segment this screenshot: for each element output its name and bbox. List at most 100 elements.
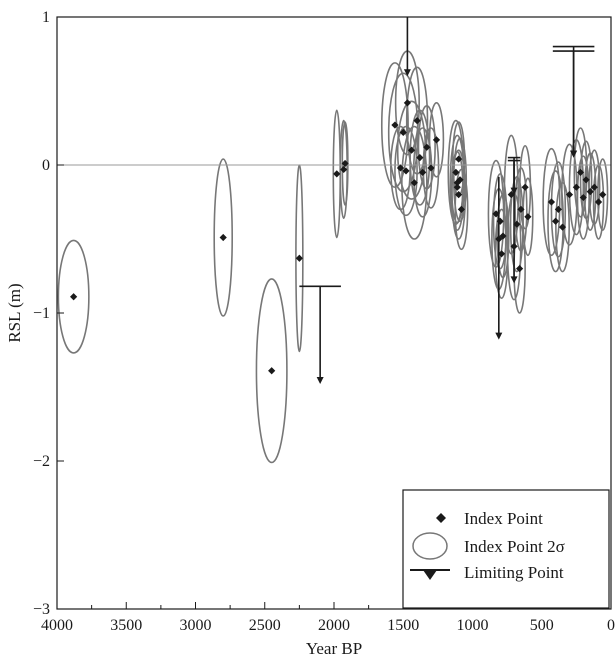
x-tick-label: 3000 [180, 617, 212, 634]
index-point-marker [594, 198, 603, 206]
index-point-marker [456, 176, 464, 184]
index-point-marker [558, 223, 567, 231]
index-point-marker [403, 99, 412, 107]
index-point-marker [586, 188, 594, 196]
index-point-marker [576, 168, 585, 176]
index-point-2sigma-ellipse [422, 127, 440, 209]
limiting-points [299, 17, 595, 385]
x-tick-label: 1500 [387, 617, 419, 634]
index-point-marker [554, 205, 562, 213]
index-point-marker [399, 128, 407, 137]
y-axis-title: RSL (m) [5, 283, 24, 342]
index-point-marker [219, 233, 227, 242]
x-tick-label: 2000 [318, 617, 350, 634]
y-tick-label: 1 [42, 9, 50, 26]
index-point-2sigma-ellipse [522, 177, 534, 257]
legend: Index Point Index Point 2σ Limiting Poin… [402, 489, 610, 609]
index-point-marker [517, 205, 525, 213]
index-point-2sigma-ellipse [492, 173, 508, 270]
legend-limiting-arrow [423, 570, 437, 580]
legend-box [402, 489, 610, 609]
index-point-marker [590, 183, 598, 191]
index-point-2sigma-ellipse [412, 127, 433, 218]
index-point-marker [391, 121, 399, 129]
index-point-marker [295, 254, 303, 262]
index-point-marker [579, 193, 587, 202]
index-point-marker [457, 205, 466, 213]
limiting-point-arrowhead [316, 377, 324, 385]
index-point-2sigma-ellipse [542, 147, 561, 257]
axis-ticks: 4000 3500 3000 2500 2000 1500 1000 500 0 −3 −2 −1 0 1 [33, 9, 615, 634]
index-point-2sigma-ellipse [597, 158, 609, 231]
y-tick-label: −2 [33, 453, 50, 470]
limiting-point-arrowhead [403, 69, 411, 77]
index-point-marker [396, 164, 405, 172]
x-tick-label: 500 [530, 617, 554, 634]
index-point-marker [423, 143, 431, 151]
x-tick-label: 3500 [110, 617, 142, 634]
index-point-2sigma-ellipse [213, 158, 234, 317]
index-point-2sigma-ellipse [450, 150, 464, 224]
index-point-marker [407, 146, 416, 154]
index-point-marker [510, 242, 518, 250]
index-point-marker [268, 367, 276, 375]
index-point-marker [552, 217, 560, 225]
index-point-marker [599, 191, 607, 199]
x-tick-label: 1000 [457, 617, 489, 634]
index-point-marker [492, 210, 500, 218]
index-point-marker [455, 191, 463, 199]
x-tick-label: 2500 [249, 617, 281, 634]
index-point-2sigma-ellipse [496, 193, 510, 279]
index-point-marker [432, 136, 441, 144]
index-point-marker [524, 213, 532, 221]
index-point-marker [582, 176, 590, 184]
index-point-marker [455, 155, 463, 163]
index-point-marker [496, 217, 504, 225]
legend-label-limiting: Limiting Point [464, 563, 564, 582]
index-point-marker [499, 232, 507, 240]
legend-index-point-marker [436, 513, 446, 523]
index-point-marker [453, 183, 461, 191]
limiting-point-arrowhead [510, 276, 518, 284]
index-point-marker [515, 265, 524, 273]
x-tick-label: 4000 [41, 617, 73, 634]
index-point-2sigma-ellipse [401, 125, 428, 240]
index-point-marker [413, 117, 421, 125]
legend-label-index-point: Index Point [464, 509, 543, 528]
index-point-marker [402, 167, 410, 175]
index-point-2sigma-ellipse [573, 127, 588, 218]
index-point-2sigma-ellipse [57, 239, 90, 354]
y-tick-label: −1 [33, 305, 50, 322]
index-point-2sigma-ellipse [394, 125, 418, 217]
index-point-marker [452, 168, 460, 176]
index-point-2sigma-ellipses [57, 50, 609, 464]
index-point-marker [333, 170, 341, 178]
index-point-marker [70, 293, 78, 301]
index-points [70, 99, 607, 375]
index-point-marker [513, 220, 521, 228]
legend-ellipse-marker [412, 532, 448, 560]
index-point-marker [497, 250, 506, 258]
index-point-marker [341, 159, 349, 168]
y-tick-label: −3 [33, 601, 50, 618]
limiting-point-arrowhead [510, 187, 518, 195]
index-point-marker [410, 179, 418, 187]
index-point-2sigma-ellipse [583, 152, 597, 231]
index-point-2sigma-ellipse [255, 278, 288, 464]
index-point-2sigma-ellipse [389, 125, 411, 211]
limiting-point-arrowhead [495, 332, 503, 340]
x-axis-title: Year BP [306, 639, 362, 658]
index-point-marker [340, 165, 348, 174]
index-point-marker [427, 164, 435, 172]
limiting-point-arrowhead [570, 150, 578, 158]
index-point-marker [547, 198, 556, 206]
index-point-marker [572, 183, 580, 191]
index-point-marker [419, 168, 427, 176]
y-tick-label: 0 [42, 157, 50, 174]
index-point-2sigma-ellipse [428, 102, 445, 178]
index-point-2sigma-ellipse [417, 105, 436, 190]
index-point-marker [416, 154, 424, 162]
index-point-marker [507, 191, 515, 199]
index-point-marker [565, 191, 574, 199]
